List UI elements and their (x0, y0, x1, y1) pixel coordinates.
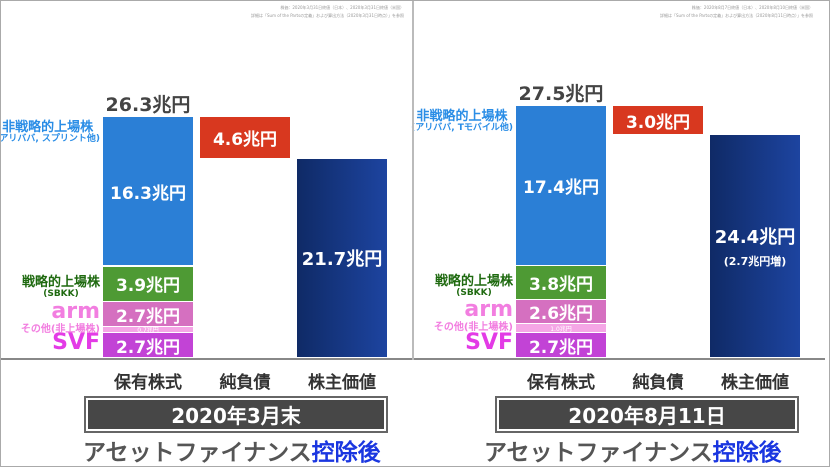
period-title: 2020年3月末 (84, 396, 388, 433)
net-debt-label: 4.6兆円 (212, 130, 278, 151)
bar-segment: 2.7兆円 (103, 302, 193, 327)
bar-value-label: 2.6兆円 (528, 304, 594, 325)
bar-segment: 1.0兆円 (516, 324, 606, 334)
equity-label: 21.7兆円 (301, 249, 383, 271)
bar-segment: 3.8兆円 (516, 265, 606, 301)
segment-name: 戦略的上場株 (SBKK) (434, 273, 513, 298)
category-label: 株主価値 (721, 373, 789, 393)
subtitle-blue: 控除後 (311, 440, 381, 466)
net-debt-bar: 4.6兆円 (200, 117, 290, 160)
bar-value-label: 3.9兆円 (115, 276, 181, 297)
holdings-total-label: 26.3兆円 (105, 94, 191, 117)
subtitle: アセットファイナンス控除後 (83, 433, 381, 467)
subtitle: アセットファイナンス控除後 (484, 433, 782, 467)
equity-bar: 24.4兆円 (2.7兆円増) (710, 134, 800, 358)
bar-segment: 2.6兆円 (516, 300, 606, 324)
bar-value-label: 2.7兆円 (115, 337, 181, 358)
segment-name: その他(非上場株) (20, 323, 100, 335)
bar-value-label: 2.7兆円 (528, 337, 594, 358)
category-label: 株主価値 (308, 373, 376, 393)
segment-name: SVF (52, 330, 100, 356)
bar-segment: 2.7兆円 (103, 333, 193, 358)
holdings-total-label: 27.5兆円 (518, 83, 604, 106)
net-debt-bar: 3.0兆円 (613, 106, 703, 135)
segment-name: arm (464, 296, 513, 322)
segment-name: arm (51, 299, 100, 325)
bar-value-label: 17.4兆円 (523, 177, 599, 198)
bar-value-label: 3.8兆円 (528, 274, 594, 295)
footnote: 詳細は「Sum of the Partsの定義」および算出方法（2020年8月1… (660, 13, 813, 18)
equity-label: 24.4兆円 (714, 226, 796, 248)
bar-segment: 0.7兆円 (103, 326, 193, 335)
footnote: 株価：2020年8月7日終値（日本）、2020年8月10日終値（米国） (691, 5, 813, 10)
segment-sub-label: (SBKK) (456, 287, 492, 298)
category-label: 純負債 (632, 373, 684, 393)
baseline (0, 358, 412, 360)
subtitle-blue: 控除後 (712, 440, 782, 466)
bar-value-label: 16.3兆円 (110, 183, 186, 204)
category-label: 保有株式 (527, 373, 595, 393)
segment-name: 非戦略的上場株 (アリババ, スプリント他) (0, 120, 100, 145)
net-debt-label: 3.0兆円 (625, 112, 691, 133)
segment-name: 非戦略的上場株 (アリババ, Tモバイル他) (411, 108, 513, 134)
bar-segment: 16.3兆円 (103, 117, 193, 267)
segment-sub-label: (アリババ, Tモバイル他) (411, 123, 513, 134)
panel-march: 株価：2020年3月31日終値（日本）、2020年3月31日終値（米国） 詳細は「… (0, 0, 412, 467)
panel-august: 株価：2020年8月7日終値（日本）、2020年8月10日終値（米国） 詳細は「S… (411, 0, 825, 467)
segment-name: SVF (465, 330, 513, 356)
bar-value-label: 2.7兆円 (115, 306, 181, 327)
footnote: 詳細は「Sum of the Partsの定義」および算出方法（2020年3月3… (251, 13, 404, 18)
subtitle-gray: アセットファイナンス (83, 440, 312, 466)
equity-sub-label: (2.7兆円増) (723, 254, 787, 268)
footnote: 株価：2020年3月31日終値（日本）、2020年3月31日終値（米国） (280, 5, 404, 10)
bar-segment: 3.9兆円 (103, 266, 193, 303)
period-title: 2020年8月11日 (495, 396, 799, 433)
bar-segment: 2.7兆円 (516, 333, 606, 358)
segment-sub-label: (アリババ, スプリント他) (0, 134, 100, 145)
segment-name: 戦略的上場株 (SBKK) (21, 274, 100, 300)
divider (412, 0, 414, 360)
bar-segment: 17.4兆円 (516, 106, 606, 266)
category-label: 保有株式 (114, 373, 182, 393)
segment-sub-label: (SBKK) (43, 289, 79, 300)
subtitle-gray: アセットファイナンス (484, 440, 713, 466)
bar-value-label: 0.7兆円 (137, 327, 159, 335)
category-label: 純負債 (219, 373, 271, 393)
segment-name: その他(非上場株) (433, 322, 513, 334)
bar-value-label: 1.0兆円 (550, 325, 572, 333)
baseline (413, 358, 825, 360)
equity-bar: 21.7兆円 (297, 159, 387, 358)
